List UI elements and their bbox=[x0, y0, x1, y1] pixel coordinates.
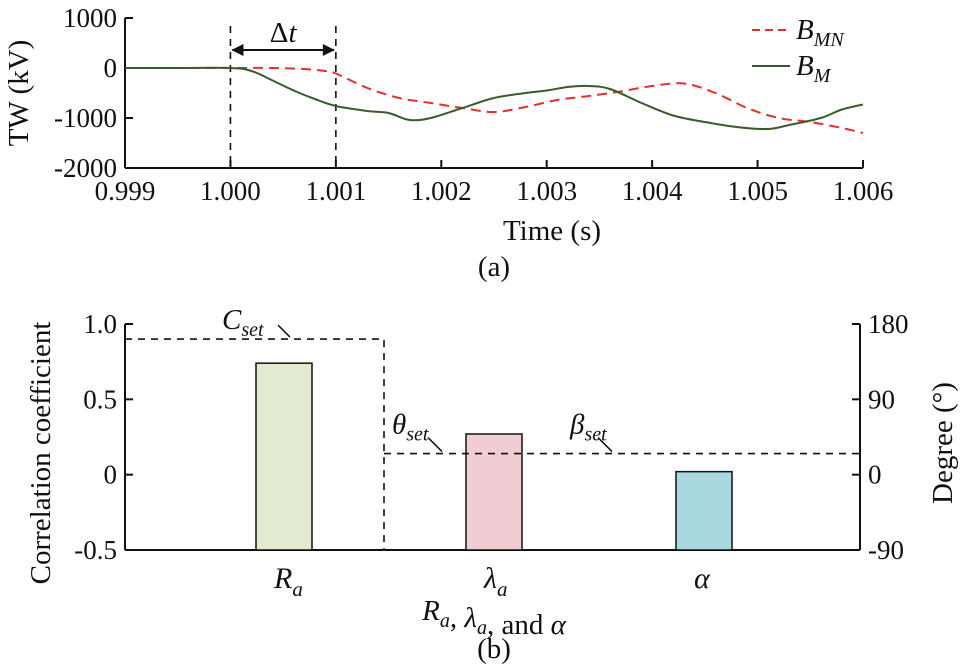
delta-t-arrowhead-right bbox=[322, 44, 335, 56]
y-tick-label: -0.5 bbox=[74, 535, 117, 565]
x-tick-label: 1.004 bbox=[622, 176, 683, 206]
y-tick-label: 0 bbox=[104, 460, 118, 490]
beta-set-leader bbox=[597, 437, 613, 453]
x-tick-label: 1.000 bbox=[200, 176, 261, 206]
c-set-leader bbox=[277, 324, 291, 338]
x-tick-label: 1.006 bbox=[833, 176, 894, 206]
legend-label-mn: BMN bbox=[796, 14, 845, 51]
x-tick-label: 1.005 bbox=[727, 176, 788, 206]
y-tick-label: 1000 bbox=[63, 3, 117, 33]
y-axis-label: Correlation coefficient bbox=[25, 322, 57, 585]
c-set-threshold-line bbox=[125, 338, 385, 550]
c-set-label: Cset bbox=[222, 304, 264, 341]
y-tick-label: 0.5 bbox=[83, 384, 117, 414]
chart-b: 1.0 0.5 0 -0.5 180 90 0 -90 Correlation coeffici… bbox=[25, 304, 959, 665]
x-tick-label: α bbox=[694, 562, 711, 595]
x-tick-label: 0.999 bbox=[95, 176, 156, 206]
bar-alpha bbox=[675, 470, 733, 551]
x-tick-label: 1.003 bbox=[516, 176, 577, 206]
x-tick-label: 1.001 bbox=[305, 176, 366, 206]
series-line-m bbox=[125, 66, 864, 131]
x-tick-label: λa bbox=[483, 562, 508, 601]
y-axis-label: TW (kV) bbox=[3, 40, 35, 147]
y-tick-label: -2000 bbox=[54, 153, 117, 183]
x-axis-label: Time (s) bbox=[503, 215, 601, 247]
x-tick-label: Ra bbox=[273, 562, 303, 601]
bar-Ra bbox=[255, 362, 313, 551]
x-axis-label: Ra, λa, and α bbox=[421, 595, 566, 641]
caption-a: (a) bbox=[478, 251, 510, 283]
theta-set-leader bbox=[427, 437, 443, 453]
delta-t-label: Δt bbox=[270, 17, 298, 49]
y2-tick-label: 0 bbox=[868, 460, 882, 490]
x-tick-label: 1.002 bbox=[411, 176, 472, 206]
y-tick-label: 1.0 bbox=[83, 309, 117, 339]
legend-label-m: BM bbox=[796, 50, 832, 87]
series-line-mn bbox=[125, 66, 864, 134]
y2-axis-label: Degree (°) bbox=[927, 382, 959, 504]
y-tick-label: -1000 bbox=[54, 103, 117, 133]
bar-λa bbox=[465, 433, 523, 551]
caption-b: (b) bbox=[477, 633, 511, 665]
y2-tick-label: 90 bbox=[868, 384, 895, 414]
delta-t-arrowhead-left bbox=[231, 44, 244, 56]
y2-tick-label: -90 bbox=[868, 535, 904, 565]
theta-set-label: θset bbox=[392, 409, 429, 446]
y2-tick-label: 180 bbox=[868, 309, 909, 339]
y-tick-label: 0 bbox=[104, 53, 118, 83]
